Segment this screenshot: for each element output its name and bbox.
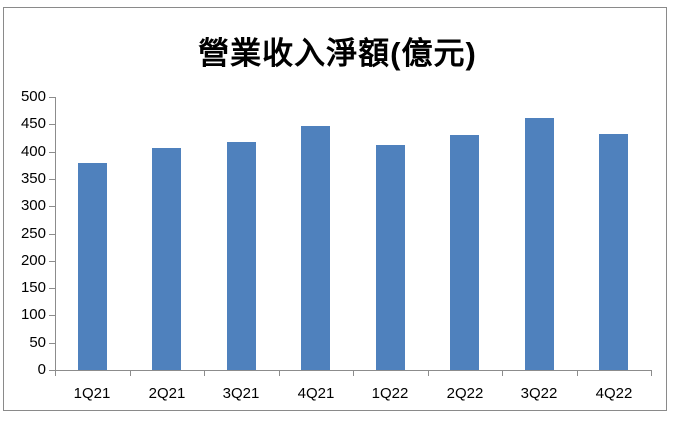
- bar: [599, 134, 628, 370]
- x-tick-label: 3Q21: [222, 385, 260, 402]
- y-tick-label: 450: [20, 115, 46, 132]
- chart-border: [3, 7, 667, 411]
- x-axis-tick: [651, 371, 652, 376]
- y-axis-tick: [49, 343, 55, 344]
- y-axis-tick: [49, 261, 55, 262]
- x-tick-label: 2Q21: [148, 385, 186, 402]
- y-tick-label: 350: [20, 170, 46, 187]
- y-tick-label: 400: [20, 143, 46, 160]
- y-tick-label: 300: [20, 197, 46, 214]
- x-tick-label: 2Q22: [446, 385, 484, 402]
- x-tick-label: 1Q22: [371, 385, 409, 402]
- x-axis-tick: [353, 371, 354, 376]
- y-axis-tick: [49, 152, 55, 153]
- x-tick-label: 3Q22: [520, 385, 558, 402]
- x-axis-tick: [55, 371, 56, 376]
- y-axis-tick: [49, 315, 55, 316]
- x-axis-tick: [428, 371, 429, 376]
- x-axis-tick: [130, 371, 131, 376]
- x-tick-label: 4Q21: [297, 385, 335, 402]
- y-tick-label: 100: [20, 306, 46, 323]
- bar: [78, 163, 107, 370]
- bar: [525, 118, 554, 370]
- chart-title: 營業收入淨額(億元): [198, 36, 477, 71]
- bar: [301, 126, 330, 370]
- y-tick-label: 500: [20, 88, 46, 105]
- bar: [376, 145, 405, 370]
- y-axis-tick: [49, 97, 55, 98]
- y-tick-label: 50: [29, 334, 46, 351]
- bar: [450, 135, 479, 370]
- y-axis-line: [55, 97, 56, 371]
- y-axis-tick: [49, 179, 55, 180]
- x-tick-label: 4Q22: [595, 385, 633, 402]
- y-axis-tick: [49, 206, 55, 207]
- y-tick-label: 250: [20, 225, 46, 242]
- y-tick-label: 200: [20, 252, 46, 269]
- x-axis-tick: [204, 371, 205, 376]
- y-axis-tick: [49, 370, 55, 371]
- y-axis-tick: [49, 124, 55, 125]
- x-axis-tick: [502, 371, 503, 376]
- x-axis-line: [55, 370, 652, 371]
- bar: [152, 148, 181, 370]
- x-tick-label: 1Q21: [73, 385, 111, 402]
- y-axis-tick: [49, 288, 55, 289]
- x-axis-tick: [279, 371, 280, 376]
- bar: [227, 142, 256, 370]
- y-tick-label: 0: [37, 361, 46, 378]
- x-axis-tick: [577, 371, 578, 376]
- y-axis-tick: [49, 234, 55, 235]
- y-tick-label: 150: [20, 279, 46, 296]
